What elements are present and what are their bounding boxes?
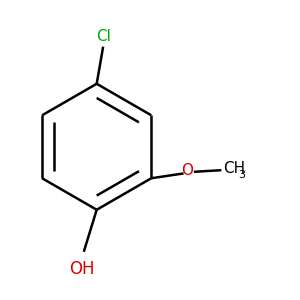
Text: CH: CH (223, 161, 245, 176)
Text: Cl: Cl (96, 29, 111, 44)
Text: 3: 3 (238, 170, 245, 180)
Text: O: O (182, 163, 194, 178)
Text: OH: OH (69, 260, 95, 278)
